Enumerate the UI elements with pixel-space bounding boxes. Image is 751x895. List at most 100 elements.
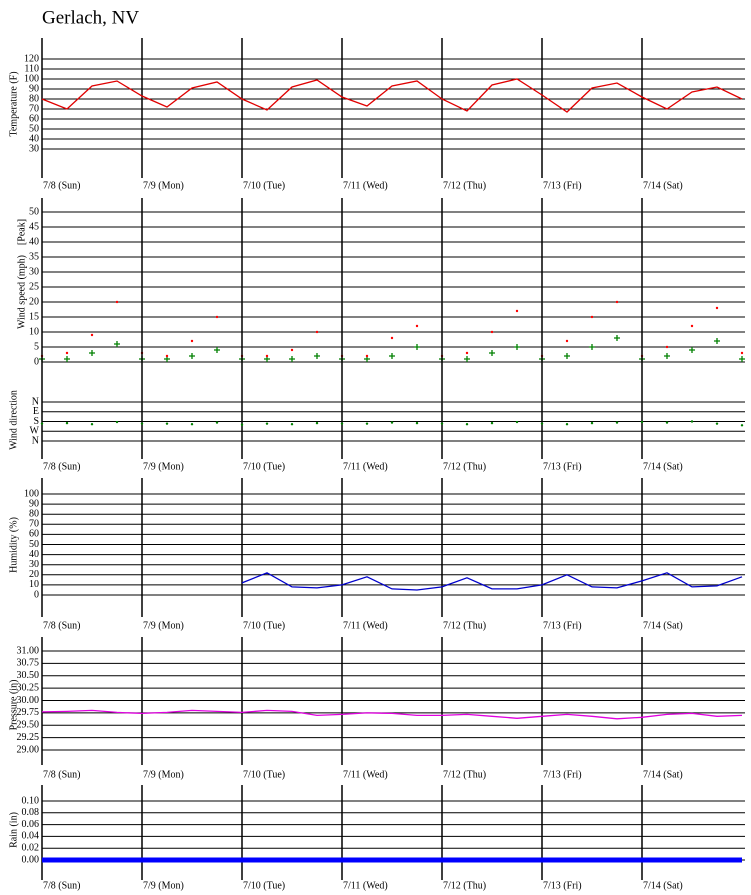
x-tick-label: 7/8 (Sun) (43, 769, 81, 780)
x-tick-label: 7/13 (Fri) (543, 180, 582, 191)
y-tick-label: N (32, 435, 39, 446)
plus-marker (514, 344, 520, 350)
dot-marker (665, 345, 669, 349)
y-tick-label: 0.10 (22, 795, 40, 806)
y-tick-label: 30.50 (17, 670, 40, 681)
dot-marker (140, 422, 144, 425)
y-tick-label: 0.06 (22, 819, 40, 830)
y-tick-label: 31.00 (17, 645, 40, 656)
y-tick-label: 29.00 (17, 744, 40, 755)
dot-marker (215, 315, 219, 319)
x-tick-label: 7/12 (Thu) (443, 180, 486, 191)
plus-marker (214, 347, 220, 353)
y-tick-label: 90 (29, 498, 39, 509)
plus-marker (714, 338, 720, 344)
dot-marker (565, 339, 569, 343)
legend-entry: [Peak] (16, 219, 27, 245)
plus-marker (389, 353, 395, 359)
dot-marker (490, 421, 494, 425)
dot-marker (590, 421, 594, 425)
y-tick-label: 10 (29, 579, 39, 590)
dot-marker (665, 421, 669, 424)
plus-marker (564, 353, 570, 359)
plus-marker (489, 350, 495, 356)
plus-marker (314, 353, 320, 359)
x-tick-label: 7/13 (Fri) (543, 461, 582, 472)
y-tick-label: 15 (29, 311, 39, 322)
x-tick-label: 7/12 (Thu) (443, 461, 486, 472)
y-tick-label: 100 (24, 488, 39, 499)
dot-marker (415, 421, 419, 425)
y-tick-label: 40 (29, 133, 39, 144)
y-tick-label: 45 (29, 221, 39, 232)
dot-marker (690, 324, 694, 328)
dot-marker (740, 424, 744, 427)
dot-marker (465, 423, 469, 426)
x-tick-label: 7/10 (Tue) (243, 880, 285, 891)
dot-marker (615, 421, 619, 424)
x-tick-label: 7/14 (Sat) (643, 880, 683, 891)
plus-marker (189, 353, 195, 359)
plus-marker (589, 344, 595, 350)
y-tick-label: 30.25 (17, 682, 40, 693)
plus-marker (614, 335, 620, 341)
y-tick-label: 29.75 (17, 707, 40, 718)
y-axis-label: Wind direction (8, 390, 19, 450)
x-tick-label: 7/11 (Wed) (343, 620, 388, 631)
dot-marker (690, 420, 694, 423)
plus-marker (289, 356, 295, 362)
dot-marker (365, 422, 369, 425)
y-tick-label: 60 (29, 529, 39, 540)
dot-marker (190, 339, 194, 343)
y-tick-label: 0 (34, 356, 39, 367)
dot-marker (590, 315, 594, 319)
x-tick-label: 7/13 (Fri) (543, 620, 582, 631)
y-axis-label: Wind speed (mph) (16, 255, 27, 329)
x-tick-label: 7/9 (Mon) (143, 769, 184, 780)
y-tick-label: 40 (29, 236, 39, 247)
plus-marker (414, 344, 420, 350)
y-tick-label: 80 (29, 93, 39, 104)
data-line (41, 78, 743, 113)
y-tick-label: 70 (29, 103, 39, 114)
data-line (41, 709, 743, 720)
y-axis-label: Humidity (%) (8, 517, 19, 573)
plus-marker (689, 347, 695, 353)
y-tick-label: 30.75 (17, 658, 40, 669)
dot-marker (390, 336, 394, 340)
x-tick-label: 7/12 (Thu) (443, 620, 486, 631)
dot-marker (290, 348, 294, 352)
y-tick-label: 0.02 (22, 842, 40, 853)
y-tick-label: S (33, 416, 39, 427)
x-tick-label: 7/14 (Sat) (643, 461, 683, 472)
y-tick-label: 30.00 (17, 695, 40, 706)
dot-marker (415, 324, 419, 328)
dot-marker (515, 420, 519, 424)
y-tick-label: 0 (34, 589, 39, 600)
dot-marker (540, 422, 544, 425)
dot-marker (165, 422, 169, 425)
x-tick-label: 7/8 (Sun) (43, 880, 81, 891)
x-tick-label: 7/13 (Fri) (543, 769, 582, 780)
y-tick-label: W (30, 426, 40, 437)
y-tick-label: 30 (29, 143, 39, 154)
dot-marker (40, 422, 44, 425)
dot-marker (65, 421, 69, 425)
y-tick-label: 20 (29, 296, 39, 307)
x-tick-label: 7/10 (Tue) (243, 769, 285, 780)
y-tick-label: 25 (29, 281, 39, 292)
y-tick-label: N (32, 396, 39, 407)
x-tick-label: 7/14 (Sat) (643, 620, 683, 631)
dot-marker (90, 423, 94, 426)
y-tick-label: 110 (24, 63, 39, 74)
x-tick-label: 7/9 (Mon) (143, 880, 184, 891)
chart-title: Gerlach, NV (42, 7, 139, 28)
y-tick-label: 0.04 (22, 831, 40, 842)
y-tick-label: 5 (34, 341, 39, 352)
plus-marker (114, 341, 120, 347)
x-tick-label: 7/8 (Sun) (43, 461, 81, 472)
plus-marker (739, 356, 745, 362)
dot-marker (290, 423, 294, 426)
plus-marker (64, 356, 70, 362)
dot-marker (190, 423, 194, 426)
